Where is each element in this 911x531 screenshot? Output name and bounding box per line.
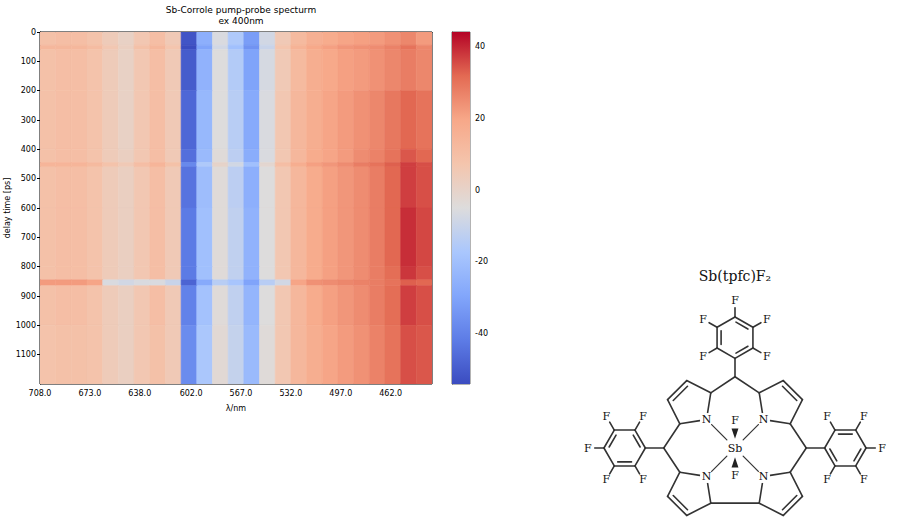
svg-text:40: 40 (475, 42, 485, 51)
svg-text:0: 0 (475, 186, 480, 195)
svg-text:λ/nm: λ/nm (226, 404, 247, 413)
svg-text:F: F (860, 410, 868, 423)
svg-text:497.0: 497.0 (329, 389, 352, 398)
svg-text:-40: -40 (475, 329, 488, 338)
svg-text:Sb-Corrole pump-probe specturm: Sb-Corrole pump-probe specturm (166, 5, 316, 15)
svg-text:F: F (860, 473, 868, 486)
svg-text:Sb(tpfc)F₂: Sb(tpfc)F₂ (699, 268, 771, 284)
svg-text:F: F (584, 442, 592, 455)
svg-text:F: F (731, 414, 739, 427)
svg-text:602.0: 602.0 (180, 389, 203, 398)
svg-text:-20: -20 (475, 257, 488, 266)
svg-text:500: 500 (21, 174, 36, 183)
svg-text:F: F (731, 469, 739, 482)
svg-text:F: F (639, 410, 647, 423)
svg-text:N: N (759, 470, 769, 483)
svg-text:700: 700 (21, 233, 36, 242)
svg-text:600: 600 (21, 204, 36, 213)
svg-text:800: 800 (21, 262, 36, 271)
svg-text:708.0: 708.0 (29, 389, 52, 398)
svg-text:20: 20 (475, 114, 485, 123)
svg-text:F: F (878, 442, 886, 455)
svg-text:1000: 1000 (16, 321, 36, 330)
svg-text:ex 400nm: ex 400nm (218, 16, 263, 26)
svg-text:F: F (639, 473, 647, 486)
svg-text:400: 400 (21, 145, 36, 154)
svg-text:F: F (763, 350, 771, 363)
svg-text:F: F (699, 313, 707, 326)
svg-text:638.0: 638.0 (128, 389, 151, 398)
svg-text:673.0: 673.0 (78, 389, 101, 398)
svg-text:200: 200 (21, 86, 36, 95)
svg-text:F: F (763, 313, 771, 326)
svg-text:N: N (702, 470, 712, 483)
svg-text:462.0: 462.0 (379, 389, 402, 398)
svg-text:F: F (602, 410, 610, 423)
svg-text:567.0: 567.0 (230, 389, 253, 398)
svg-text:900: 900 (21, 292, 36, 301)
svg-text:0: 0 (31, 28, 36, 37)
svg-text:F: F (823, 473, 831, 486)
svg-text:F: F (699, 350, 707, 363)
svg-text:Sb: Sb (728, 442, 743, 455)
svg-text:N: N (702, 413, 712, 426)
svg-text:532.0: 532.0 (279, 389, 302, 398)
svg-text:1100: 1100 (16, 350, 36, 359)
svg-text:100: 100 (21, 57, 36, 66)
svg-text:delay time [ps]: delay time [ps] (3, 178, 12, 239)
svg-text:300: 300 (21, 116, 36, 125)
svg-text:F: F (602, 473, 610, 486)
svg-text:N: N (759, 413, 769, 426)
svg-text:F: F (731, 294, 739, 307)
svg-text:F: F (823, 410, 831, 423)
